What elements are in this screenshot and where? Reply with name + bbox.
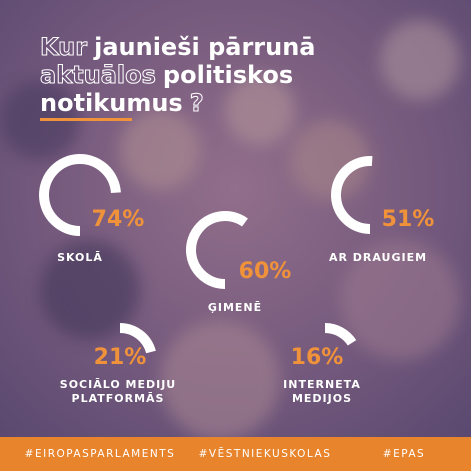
title-part: politiskos <box>163 61 293 89</box>
category-label: ĢIMENĒ <box>208 301 262 314</box>
title-part: jaunieši pārrunā <box>93 33 315 61</box>
gauge-arc <box>119 323 156 354</box>
category-line: PLATFORMĀS <box>72 392 165 405</box>
gauge-arc <box>324 323 357 346</box>
title-part: Kur <box>40 33 87 61</box>
title-part: aktuālos <box>40 61 156 89</box>
gauge-arc <box>186 211 248 289</box>
photo-blur <box>0 20 460 440</box>
category-label: INTERNETA MEDIJOS <box>283 378 361 405</box>
category-line: SOCIĀLO MEDIJU <box>60 378 176 391</box>
category-label: SKOLĀ <box>57 251 103 264</box>
value-label: 21% <box>94 345 147 370</box>
value-label: 74% <box>92 207 145 232</box>
category-line: INTERNETA <box>283 378 361 391</box>
category-line: MEDIJOS <box>292 392 352 405</box>
hashtag: #EIROPASPARLAMENTS <box>25 448 176 460</box>
title-line: aktuālos politiskos <box>40 61 293 89</box>
title-line: notikumus? <box>40 89 204 117</box>
value-label: 51% <box>382 207 435 232</box>
gauge-arc <box>331 156 373 234</box>
category-label: SOCIĀLO MEDIJU PLATFORMĀS <box>60 378 176 405</box>
title-underline <box>40 118 132 121</box>
value-label: 60% <box>239 259 292 284</box>
gauge-arc <box>39 154 121 236</box>
footer-bar <box>0 437 471 471</box>
value-label: 16% <box>291 345 344 370</box>
hashtag: #VĒSTNIEKUSKOLAS <box>199 447 332 460</box>
category-label: AR DRAUGIEM <box>329 251 427 264</box>
title-line: Kur jaunieši pārrunā <box>40 33 316 61</box>
title-part: notikumus <box>40 89 183 117</box>
hashtag: #EPAS <box>383 448 425 460</box>
title-part: ? <box>190 89 204 117</box>
